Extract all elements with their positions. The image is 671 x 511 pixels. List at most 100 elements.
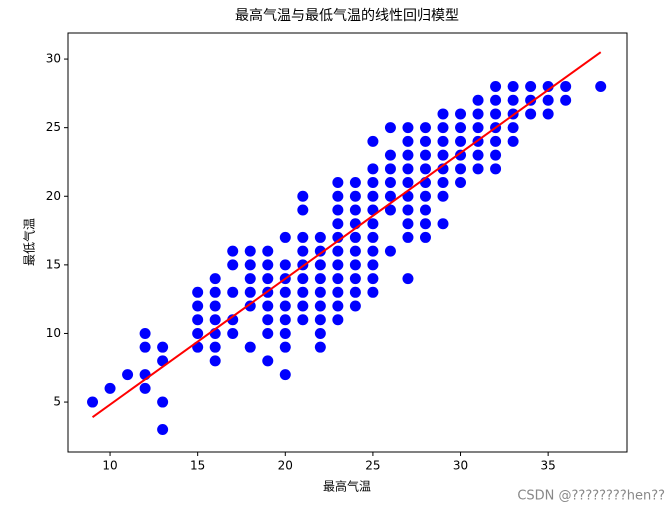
point bbox=[560, 81, 572, 93]
y-tick-label: 20 bbox=[46, 189, 61, 203]
y-tick-label: 10 bbox=[46, 326, 61, 340]
point bbox=[192, 314, 204, 326]
point bbox=[419, 190, 431, 202]
point bbox=[227, 327, 239, 339]
point bbox=[402, 218, 414, 230]
point bbox=[314, 341, 326, 353]
point bbox=[402, 122, 414, 134]
point bbox=[507, 135, 519, 147]
point bbox=[279, 369, 291, 381]
point bbox=[227, 259, 239, 271]
point bbox=[297, 190, 309, 202]
point bbox=[402, 177, 414, 189]
point bbox=[262, 273, 274, 285]
point bbox=[157, 341, 169, 353]
point bbox=[455, 122, 467, 134]
point bbox=[437, 108, 449, 120]
point bbox=[455, 135, 467, 147]
point bbox=[314, 300, 326, 312]
x-tick-label: 35 bbox=[541, 459, 556, 473]
point bbox=[402, 231, 414, 243]
point bbox=[419, 204, 431, 216]
point bbox=[367, 135, 379, 147]
point bbox=[349, 231, 361, 243]
point bbox=[314, 231, 326, 243]
y-tick-label: 15 bbox=[46, 257, 61, 271]
point bbox=[384, 204, 396, 216]
point bbox=[332, 245, 344, 257]
point bbox=[332, 218, 344, 230]
point bbox=[209, 355, 221, 367]
point bbox=[209, 273, 221, 285]
point bbox=[349, 286, 361, 298]
point bbox=[437, 190, 449, 202]
point bbox=[437, 177, 449, 189]
point bbox=[279, 259, 291, 271]
point bbox=[209, 286, 221, 298]
point bbox=[297, 231, 309, 243]
point bbox=[455, 108, 467, 120]
point bbox=[262, 300, 274, 312]
point bbox=[402, 273, 414, 285]
point bbox=[490, 135, 502, 147]
point bbox=[349, 300, 361, 312]
point bbox=[367, 245, 379, 257]
point bbox=[384, 177, 396, 189]
point bbox=[262, 314, 274, 326]
point bbox=[507, 81, 519, 93]
point bbox=[367, 190, 379, 202]
point bbox=[332, 273, 344, 285]
point bbox=[314, 259, 326, 271]
point bbox=[122, 369, 134, 381]
point bbox=[332, 177, 344, 189]
point bbox=[437, 218, 449, 230]
regression-line bbox=[91, 51, 602, 418]
point bbox=[332, 190, 344, 202]
point bbox=[314, 286, 326, 298]
point bbox=[209, 314, 221, 326]
point bbox=[297, 245, 309, 257]
point bbox=[314, 327, 326, 339]
point bbox=[525, 94, 537, 106]
point bbox=[490, 149, 502, 161]
point bbox=[419, 149, 431, 161]
y-axis-label: 最低气温 bbox=[22, 218, 37, 266]
point bbox=[490, 81, 502, 93]
point bbox=[542, 108, 554, 120]
point bbox=[419, 163, 431, 175]
point bbox=[542, 81, 554, 93]
point bbox=[314, 314, 326, 326]
point bbox=[402, 163, 414, 175]
point bbox=[367, 286, 379, 298]
point bbox=[384, 122, 396, 134]
point bbox=[472, 163, 484, 175]
point bbox=[157, 396, 169, 408]
point bbox=[349, 245, 361, 257]
point bbox=[437, 135, 449, 147]
point bbox=[262, 327, 274, 339]
point bbox=[472, 94, 484, 106]
point bbox=[367, 273, 379, 285]
point bbox=[349, 273, 361, 285]
point bbox=[437, 122, 449, 134]
point bbox=[349, 190, 361, 202]
point bbox=[157, 423, 169, 435]
point bbox=[437, 149, 449, 161]
point bbox=[332, 286, 344, 298]
x-tick-label: 25 bbox=[365, 459, 380, 473]
point bbox=[297, 204, 309, 216]
point bbox=[297, 300, 309, 312]
x-tick-label: 20 bbox=[278, 459, 293, 473]
point bbox=[490, 108, 502, 120]
point bbox=[87, 396, 99, 408]
point bbox=[402, 204, 414, 216]
point bbox=[349, 204, 361, 216]
point bbox=[332, 300, 344, 312]
point bbox=[209, 341, 221, 353]
point bbox=[367, 218, 379, 230]
point bbox=[402, 149, 414, 161]
point bbox=[297, 314, 309, 326]
point bbox=[419, 218, 431, 230]
point bbox=[419, 122, 431, 134]
watermark: CSDN @????????hen?? bbox=[517, 489, 665, 504]
